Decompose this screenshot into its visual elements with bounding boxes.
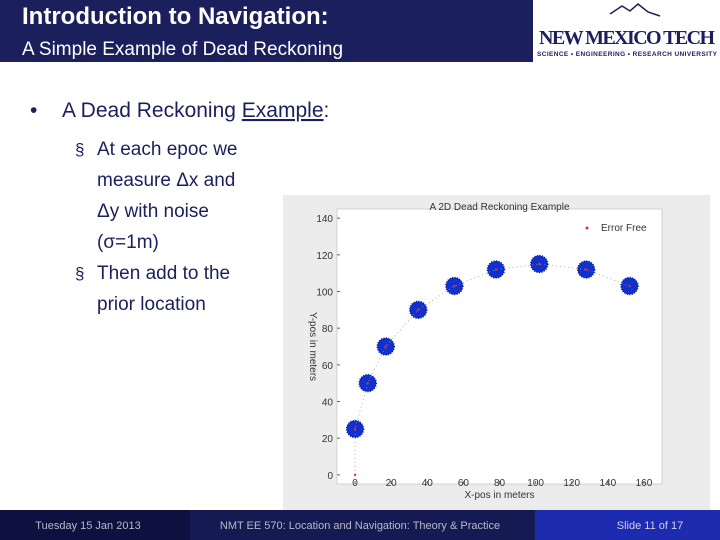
sub-bullets: § At each epoc we measure Δx and Δy with no… [75,139,237,315]
logo-mountains [609,3,661,17]
bullet-link: Example [242,99,324,122]
x-tick-label: 80 [494,478,506,489]
y-tick-label: 140 [316,214,333,225]
title: Introduction to Navigation: [22,3,329,30]
error-free-point [584,268,588,271]
logo-tagline: SCIENCE • ENGINEERING • RESEARCH UNIVERS… [537,51,718,58]
subtitle: A Simple Example of Dead Reckoning [22,39,343,60]
sub-bullet-marker: § [75,264,84,283]
sub-bullet-line: Δy with noise [97,201,209,222]
sub-bullet-line: measure Δx and [97,170,235,191]
x-tick-label: 160 [636,478,653,489]
y-tick-label: 40 [322,398,334,409]
bullet-text: A Dead Reckoning [62,99,242,122]
x-tick-label: 0 [352,478,358,489]
error-free-point [353,427,357,431]
bullet-marker: • [30,99,37,122]
error-free-point [353,473,357,477]
y-axis-label: Y-pos in meters [307,312,318,381]
sub-bullet-line: At each epoc we [97,139,237,160]
header-bar [0,0,533,62]
x-tick-label: 40 [422,478,434,489]
x-tick-label: 100 [527,478,544,489]
chart: A 2D Dead Reckoning Example X-pos in mete… [307,202,663,501]
error-free-point [453,284,456,288]
y-tick-label: 80 [322,324,334,335]
logo-name: NEW MEXICO TECH [539,27,715,49]
footer-slide: Slide 11 of 17 [617,520,683,532]
error-free-point [494,268,498,271]
bullet: A Dead Reckoning Example: [62,99,329,122]
y-tick-label: 100 [316,288,333,299]
x-tick-label: 120 [563,478,580,489]
x-tick-label: 140 [599,478,616,489]
footer-course: NMT EE 570: Location and Navigation: The… [220,520,500,532]
sub-bullet-marker: § [75,140,84,159]
sub-bullet-line: (σ=1m) [97,232,159,253]
bullet-suffix: : [324,99,330,122]
x-tick-label: 60 [458,478,470,489]
legend-marker [585,226,589,230]
error-free-point [417,308,420,312]
error-free-path [354,263,630,475]
y-tick-label: 0 [327,471,333,482]
x-tick-label: 20 [386,478,398,489]
sub-bullet-line: Then add to the [97,263,230,284]
error-free-point [366,381,369,385]
error-free-point [628,284,631,288]
legend-label: Error Free [601,223,647,234]
footer-date: Tuesday 15 Jan 2013 [35,520,140,532]
y-tick-label: 60 [322,361,334,372]
footer-middle [190,510,535,540]
error-free-point [384,345,387,348]
y-tick-label: 20 [322,434,334,445]
sub-bullet-line: prior location [97,294,206,315]
x-axis-label: X-pos in meters [464,490,534,501]
y-tick-label: 120 [316,251,333,262]
chart-title: A 2D Dead Reckoning Example [429,202,570,213]
footer-right [535,510,720,540]
error-free-point [538,262,541,266]
